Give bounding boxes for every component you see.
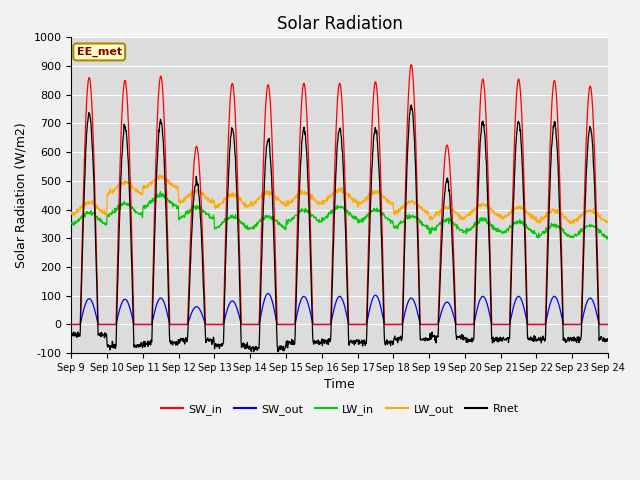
Y-axis label: Solar Radiation (W/m2): Solar Radiation (W/m2) — [15, 122, 28, 268]
Title: Solar Radiation: Solar Radiation — [276, 15, 403, 33]
Legend: SW_in, SW_out, LW_in, LW_out, Rnet: SW_in, SW_out, LW_in, LW_out, Rnet — [156, 400, 523, 420]
Text: EE_met: EE_met — [77, 47, 122, 57]
X-axis label: Time: Time — [324, 378, 355, 392]
